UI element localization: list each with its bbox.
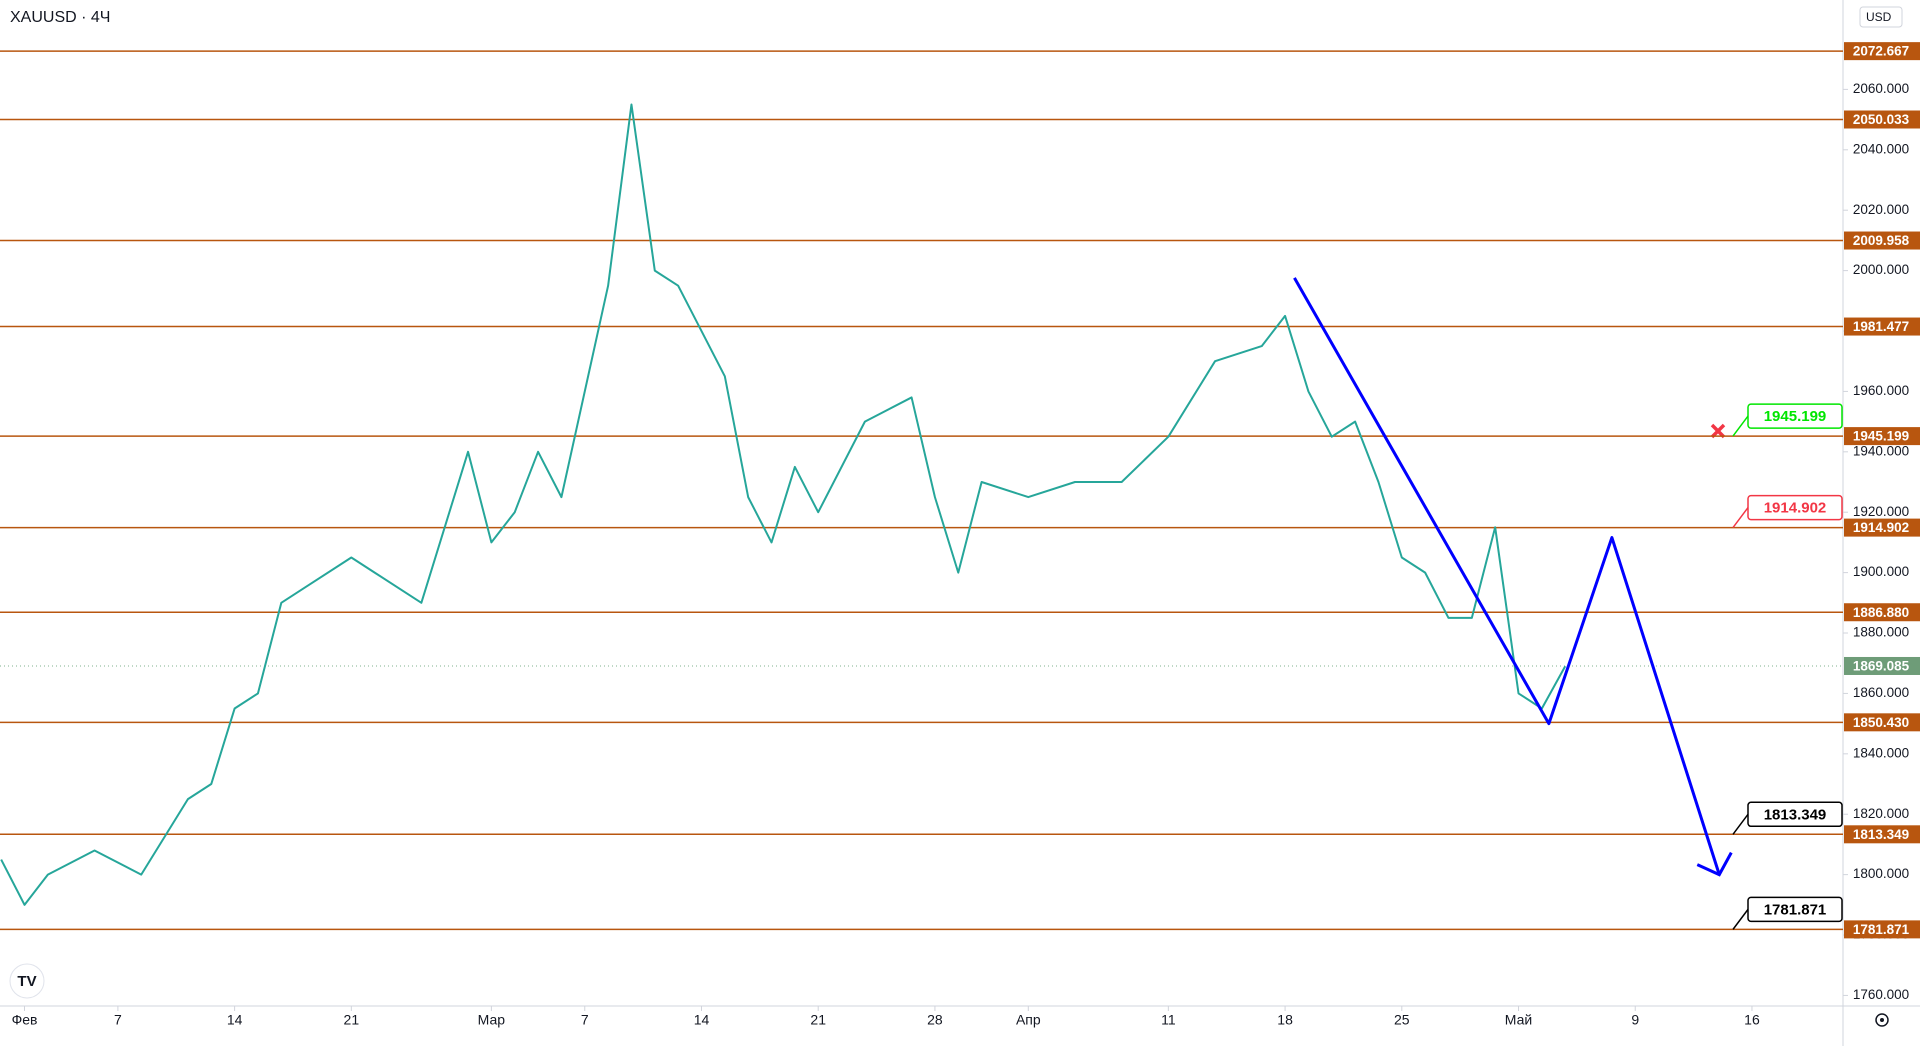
currency-label[interactable]: USD (1866, 10, 1892, 24)
cross-marker (1710, 423, 1726, 439)
y-tick-label: 1820.000 (1853, 806, 1909, 821)
level-label: 1886.880 (1853, 605, 1909, 620)
currency-button[interactable] (1859, 6, 1903, 28)
x-tick-label: 9 (1631, 1012, 1639, 1028)
y-tick-label: 2020.000 (1853, 202, 1909, 217)
callout-box (1747, 494, 1843, 521)
callout-label: 1813.349 (1764, 806, 1827, 823)
y-tick-label: 1860.000 (1853, 685, 1909, 700)
level-label: 1945.199 (1853, 429, 1909, 444)
callout-box (1747, 896, 1843, 923)
callout-pointer (1732, 813, 1749, 835)
callout-box (1747, 801, 1843, 828)
x-tick-label: Май (1505, 1012, 1532, 1028)
callout-label: 1781.871 (1764, 901, 1827, 918)
projection-arrowhead (1696, 851, 1733, 877)
callout-box (1747, 403, 1843, 429)
callout-pointer (1732, 908, 1749, 930)
x-tick-label: 21 (344, 1012, 360, 1028)
x-tick-label: 16 (1744, 1012, 1760, 1028)
y-tick-label: 2060.000 (1853, 81, 1909, 96)
last-price-label: 1869.085 (1853, 659, 1910, 674)
x-tick-label: Мар (478, 1012, 506, 1028)
y-tick-label: 2040.000 (1853, 141, 1909, 156)
y-tick-label: 1920.000 (1853, 504, 1909, 519)
level-label: 2072.667 (1853, 44, 1909, 59)
level-label-box (1844, 825, 1920, 844)
y-tick-label: 2000.000 (1853, 262, 1909, 277)
tv-logo: TV (9, 963, 45, 999)
level-label-box (1844, 42, 1920, 61)
chart-title: XAUUSD · 4Ч (10, 9, 110, 26)
level-label: 1850.430 (1853, 715, 1909, 730)
level-label-box (1844, 713, 1920, 732)
x-tick-label: 14 (227, 1012, 243, 1028)
settings-icon[interactable] (1875, 1013, 1889, 1027)
y-tick-label: 1840.000 (1853, 745, 1909, 760)
callout-pointer (1732, 415, 1749, 437)
callout-label: 1914.902 (1764, 500, 1827, 517)
level-label: 2050.033 (1853, 112, 1910, 127)
x-tick-label: 28 (927, 1012, 943, 1028)
x-tick-label: 21 (810, 1012, 826, 1028)
projection-line (1293, 277, 1721, 876)
level-label-box (1844, 518, 1920, 537)
y-tick-label: 1960.000 (1853, 383, 1909, 398)
level-label: 1981.477 (1853, 319, 1909, 334)
level-label: 1914.902 (1853, 520, 1909, 535)
level-label: 1813.349 (1853, 827, 1909, 842)
y-tick-label: 1940.000 (1853, 443, 1909, 458)
x-tick-label: Фев (12, 1012, 38, 1028)
level-label: 2009.958 (1853, 233, 1910, 248)
x-tick-label: Апр (1016, 1012, 1041, 1028)
y-tick-label: 1800.000 (1853, 866, 1909, 881)
level-label: 1781.871 (1853, 922, 1910, 937)
x-tick-label: 25 (1394, 1012, 1410, 1028)
level-label-box (1844, 920, 1920, 939)
price-line (0, 103, 1567, 906)
x-tick-label: 11 (1161, 1012, 1176, 1028)
level-label-box (1844, 231, 1920, 250)
level-label-box (1844, 603, 1920, 622)
x-tick-label: 18 (1277, 1012, 1293, 1028)
level-label-box (1844, 110, 1920, 129)
callout-label: 1945.199 (1764, 408, 1827, 425)
x-tick-label: 7 (581, 1012, 589, 1028)
y-tick-label: 1760.000 (1853, 987, 1909, 1002)
callout-pointer (1732, 507, 1749, 529)
last-price-box (1844, 656, 1920, 675)
x-tick-label: 7 (114, 1012, 122, 1028)
level-label-box (1844, 427, 1920, 446)
y-tick-label: 1880.000 (1853, 625, 1909, 640)
x-tick-label: 14 (694, 1012, 710, 1028)
svg-text:TV: TV (17, 973, 36, 990)
y-tick-label: 1900.000 (1853, 564, 1909, 579)
level-label-box (1844, 317, 1920, 336)
